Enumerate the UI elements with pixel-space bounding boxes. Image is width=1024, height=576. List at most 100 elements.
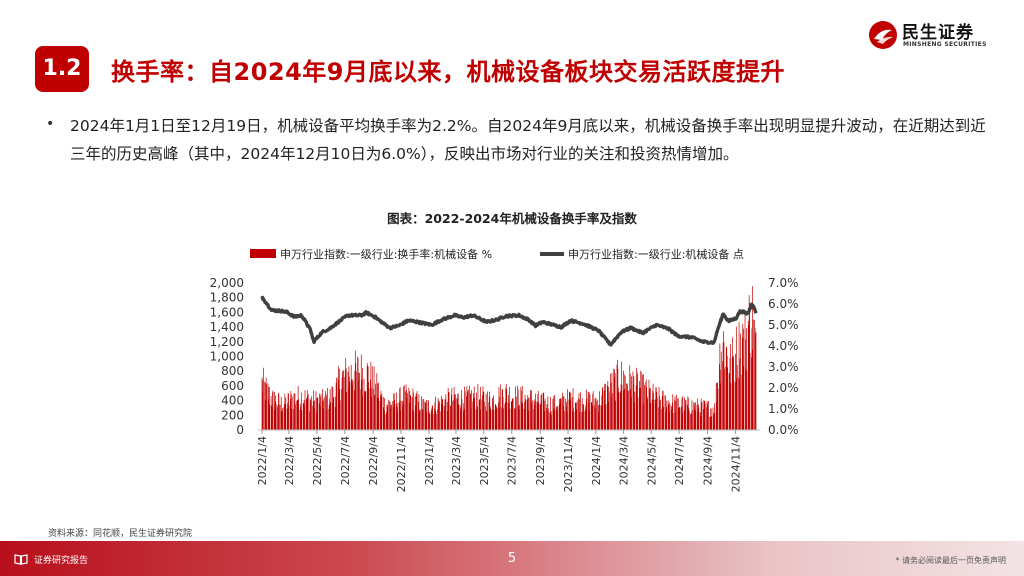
turnover-bar (445, 394, 447, 430)
turnover-bar (729, 373, 730, 430)
turnover-bar (708, 400, 709, 430)
turnover-bar (672, 413, 674, 430)
turnover-bar (679, 406, 680, 430)
turnover-bar (726, 347, 728, 430)
turnover-bar (524, 394, 526, 430)
turnover-bar (472, 393, 474, 430)
turnover-bar (472, 401, 474, 430)
turnover-bar (499, 396, 501, 430)
turnover-bar (741, 374, 743, 430)
turnover-bar (477, 406, 478, 430)
turnover-bar (425, 402, 427, 430)
turnover-bar (589, 394, 591, 430)
brand-mark-icon (869, 21, 897, 49)
turnover-bar (327, 387, 328, 430)
turnover-bar (458, 404, 460, 430)
turnover-bar (572, 410, 573, 430)
turnover-bar (629, 365, 631, 430)
turnover-bar (685, 404, 686, 430)
turnover-bar (281, 411, 283, 430)
turnover-bar (662, 390, 664, 430)
turnover-bar (419, 409, 420, 430)
left-tick-label: 1,600 (210, 305, 244, 319)
turnover-bar (511, 399, 513, 430)
left-tick-label: 400 (221, 394, 244, 408)
turnover-bar (544, 400, 546, 430)
turnover-bar (687, 398, 689, 430)
turnover-bar (527, 395, 529, 430)
turnover-bar (358, 380, 359, 430)
turnover-bar (560, 399, 562, 430)
turnover-bar (325, 397, 327, 430)
page-number: 5 (507, 551, 517, 566)
turnover-bar (489, 406, 491, 430)
left-tick-label: 600 (221, 379, 244, 393)
turnover-bar (435, 411, 437, 430)
turnover-bar (584, 411, 586, 430)
turnover-bar (359, 372, 360, 430)
turnover-bar (569, 400, 571, 430)
x-tick-label: 2022/5/4 (311, 436, 324, 485)
turnover-bar (563, 406, 564, 430)
turnover-bar (405, 391, 406, 430)
turnover-bar (467, 392, 469, 430)
turnover-bar (427, 399, 429, 430)
turnover-bar (651, 399, 653, 430)
turnover-bar (303, 403, 304, 430)
turnover-bar (610, 373, 611, 430)
turnover-bar (423, 399, 424, 430)
turnover-bar (470, 407, 472, 430)
turnover-bar (483, 391, 484, 430)
turnover-bar (553, 410, 555, 430)
turnover-bar (364, 390, 366, 430)
turnover-bar (295, 404, 296, 430)
turnover-bar (352, 380, 354, 430)
turnover-bar (320, 393, 322, 430)
turnover-bar (692, 410, 693, 430)
turnover-bar (644, 385, 645, 430)
turnover-bar (482, 395, 483, 430)
x-tick-label: 2024/11/4 (729, 436, 742, 492)
turnover-bar (438, 403, 439, 430)
turnover-bar (612, 393, 613, 430)
turnover-bar (585, 404, 587, 430)
turnover-bar (290, 399, 291, 430)
turnover-bar (278, 392, 279, 430)
turnover-bar (674, 399, 675, 430)
turnover-bar (700, 398, 702, 430)
turnover-bar (711, 416, 712, 430)
turnover-bar (351, 378, 353, 430)
turnover-bar (701, 401, 703, 430)
turnover-bar (610, 382, 612, 430)
turnover-bar (437, 398, 439, 430)
turnover-bar (598, 404, 600, 430)
turnover-bar (323, 399, 325, 430)
turnover-bar (469, 385, 471, 430)
turnover-bar (474, 398, 476, 430)
turnover-bar (461, 399, 463, 430)
turnover-bar (475, 409, 477, 430)
turnover-bar (697, 412, 699, 430)
turnover-bar (566, 401, 567, 430)
turnover-bar (739, 379, 740, 430)
turnover-bar (506, 389, 508, 430)
turnover-bar (518, 409, 520, 430)
turnover-bar (408, 403, 410, 430)
turnover-bar (415, 393, 417, 430)
turnover-bar (373, 389, 374, 430)
turnover-bar (412, 388, 414, 430)
turnover-bar (565, 406, 567, 430)
turnover-bar (551, 414, 552, 430)
turnover-bar (719, 364, 720, 430)
turnover-bar (517, 389, 519, 430)
right-tick-label: 1.0% (768, 402, 799, 416)
turnover-bar (595, 408, 596, 430)
turnover-bar (533, 408, 535, 430)
turnover-bar (521, 386, 523, 430)
turnover-bar (716, 382, 718, 430)
turnover-bar (738, 377, 739, 430)
turnover-bar (409, 395, 411, 430)
turnover-bar (345, 358, 347, 430)
x-tick-label: 2023/11/4 (562, 436, 575, 492)
x-tick-label: 2023/1/4 (423, 436, 436, 485)
